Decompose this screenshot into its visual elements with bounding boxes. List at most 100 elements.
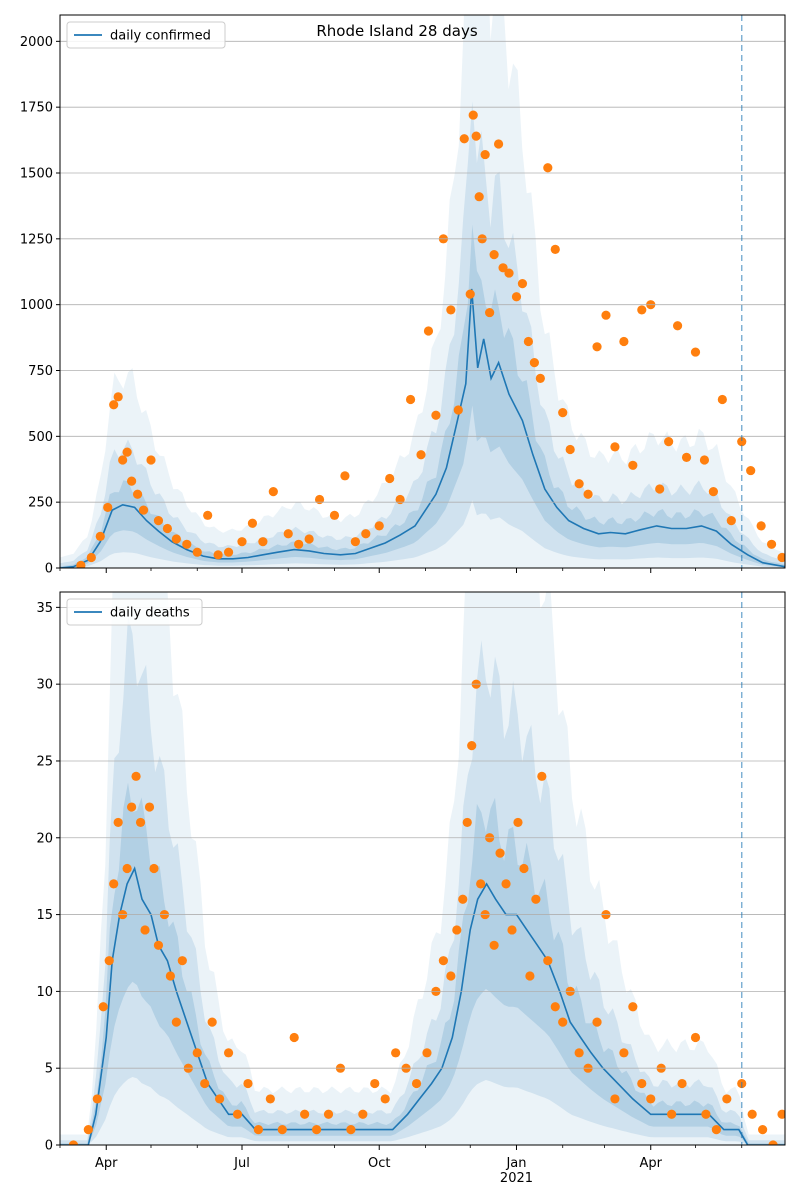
data-point xyxy=(104,956,114,966)
data-point xyxy=(768,1140,778,1145)
data-point xyxy=(543,956,553,966)
data-point xyxy=(140,925,150,935)
data-point xyxy=(690,347,701,357)
data-point xyxy=(83,1125,93,1135)
data-point xyxy=(374,521,384,531)
data-point xyxy=(438,956,448,966)
data-point xyxy=(162,523,173,534)
legend-box xyxy=(66,21,226,49)
data-point xyxy=(182,539,192,549)
series-line-daily-deaths xyxy=(60,866,785,1145)
data-point xyxy=(511,292,522,302)
legend-label: daily deaths xyxy=(110,606,190,621)
data-point xyxy=(758,1125,768,1135)
data-point xyxy=(558,1017,568,1027)
data-point xyxy=(717,394,727,405)
data-point xyxy=(681,452,692,462)
data-point xyxy=(523,336,534,347)
data-point xyxy=(737,437,747,447)
data-point xyxy=(213,550,223,560)
data-point xyxy=(92,1094,102,1104)
data-point xyxy=(113,392,123,402)
y-tick-label: 35 xyxy=(36,601,53,616)
y-tick-label: 25 xyxy=(36,754,53,769)
deaths-panel: 0 5 10 15 20 25 30 35 Apr Jul Oct Jan Apr 2021 daily d… xyxy=(36,591,786,1186)
data-point xyxy=(237,537,247,547)
x-tick-label: Jan xyxy=(505,1156,526,1171)
data-point xyxy=(628,1002,638,1012)
data-point xyxy=(207,1017,217,1027)
y-tick-label: 20 xyxy=(36,831,53,846)
x-tick-label: Jul xyxy=(233,1156,250,1171)
data-point xyxy=(565,444,575,455)
data-point xyxy=(583,489,593,499)
legend-box xyxy=(66,598,203,626)
data-point xyxy=(323,1109,334,1119)
data-point xyxy=(131,771,141,781)
data-point xyxy=(667,1109,677,1119)
data-point xyxy=(619,336,629,347)
data-point xyxy=(574,1048,584,1058)
data-point xyxy=(340,471,350,481)
data-point xyxy=(601,310,611,320)
data-point xyxy=(314,494,325,505)
data-point xyxy=(416,450,426,460)
axes-frame xyxy=(59,591,786,1146)
data-point xyxy=(127,802,137,812)
data-point xyxy=(122,863,132,874)
uncertainty-band xyxy=(60,224,785,568)
x-tick-label: Apr xyxy=(639,1156,662,1171)
data-point xyxy=(223,547,234,557)
data-point xyxy=(453,405,463,415)
data-point xyxy=(431,410,441,420)
data-point xyxy=(592,1017,602,1027)
data-point xyxy=(395,494,405,505)
data-point xyxy=(311,1125,322,1135)
data-point xyxy=(294,539,304,549)
data-point xyxy=(756,521,766,531)
data-point xyxy=(446,305,456,315)
data-point xyxy=(127,476,137,486)
data-point xyxy=(711,1125,721,1135)
data-point xyxy=(467,741,477,751)
data-point xyxy=(283,529,293,539)
data-point xyxy=(109,879,119,889)
y-tick-label: 5 xyxy=(45,1062,53,1077)
data-point xyxy=(203,510,213,520)
data-point xyxy=(171,1017,181,1027)
data-point xyxy=(664,437,674,447)
data-point xyxy=(132,489,143,499)
data-point xyxy=(517,279,528,289)
data-point xyxy=(144,802,155,812)
plot-area xyxy=(60,592,785,1145)
data-point xyxy=(777,552,785,563)
y-tick-label: 1250 xyxy=(20,232,53,247)
data-point xyxy=(118,455,128,465)
y-tick-label: 15 xyxy=(36,908,53,923)
data-point xyxy=(192,547,202,557)
data-point xyxy=(215,1094,225,1104)
data-point xyxy=(535,373,545,383)
data-point xyxy=(153,940,164,950)
data-point xyxy=(493,139,504,149)
data-point xyxy=(489,940,499,950)
data-point xyxy=(637,1078,647,1089)
data-point xyxy=(149,863,159,874)
data-point xyxy=(109,400,119,410)
x-tick-label: Oct xyxy=(368,1156,390,1171)
data-point xyxy=(277,1125,287,1135)
data-point xyxy=(746,465,756,476)
y-tick-label: 2000 xyxy=(20,35,53,50)
data-point xyxy=(501,879,511,889)
data-point xyxy=(507,925,517,935)
x-year-label: 2021 xyxy=(500,1171,533,1186)
data-point xyxy=(192,1048,202,1058)
data-point xyxy=(747,1109,757,1119)
data-point xyxy=(619,1048,629,1058)
data-point xyxy=(146,455,156,465)
data-point xyxy=(646,1094,656,1104)
data-point xyxy=(385,473,395,484)
data-point xyxy=(722,1094,732,1104)
data-point xyxy=(358,1109,368,1119)
